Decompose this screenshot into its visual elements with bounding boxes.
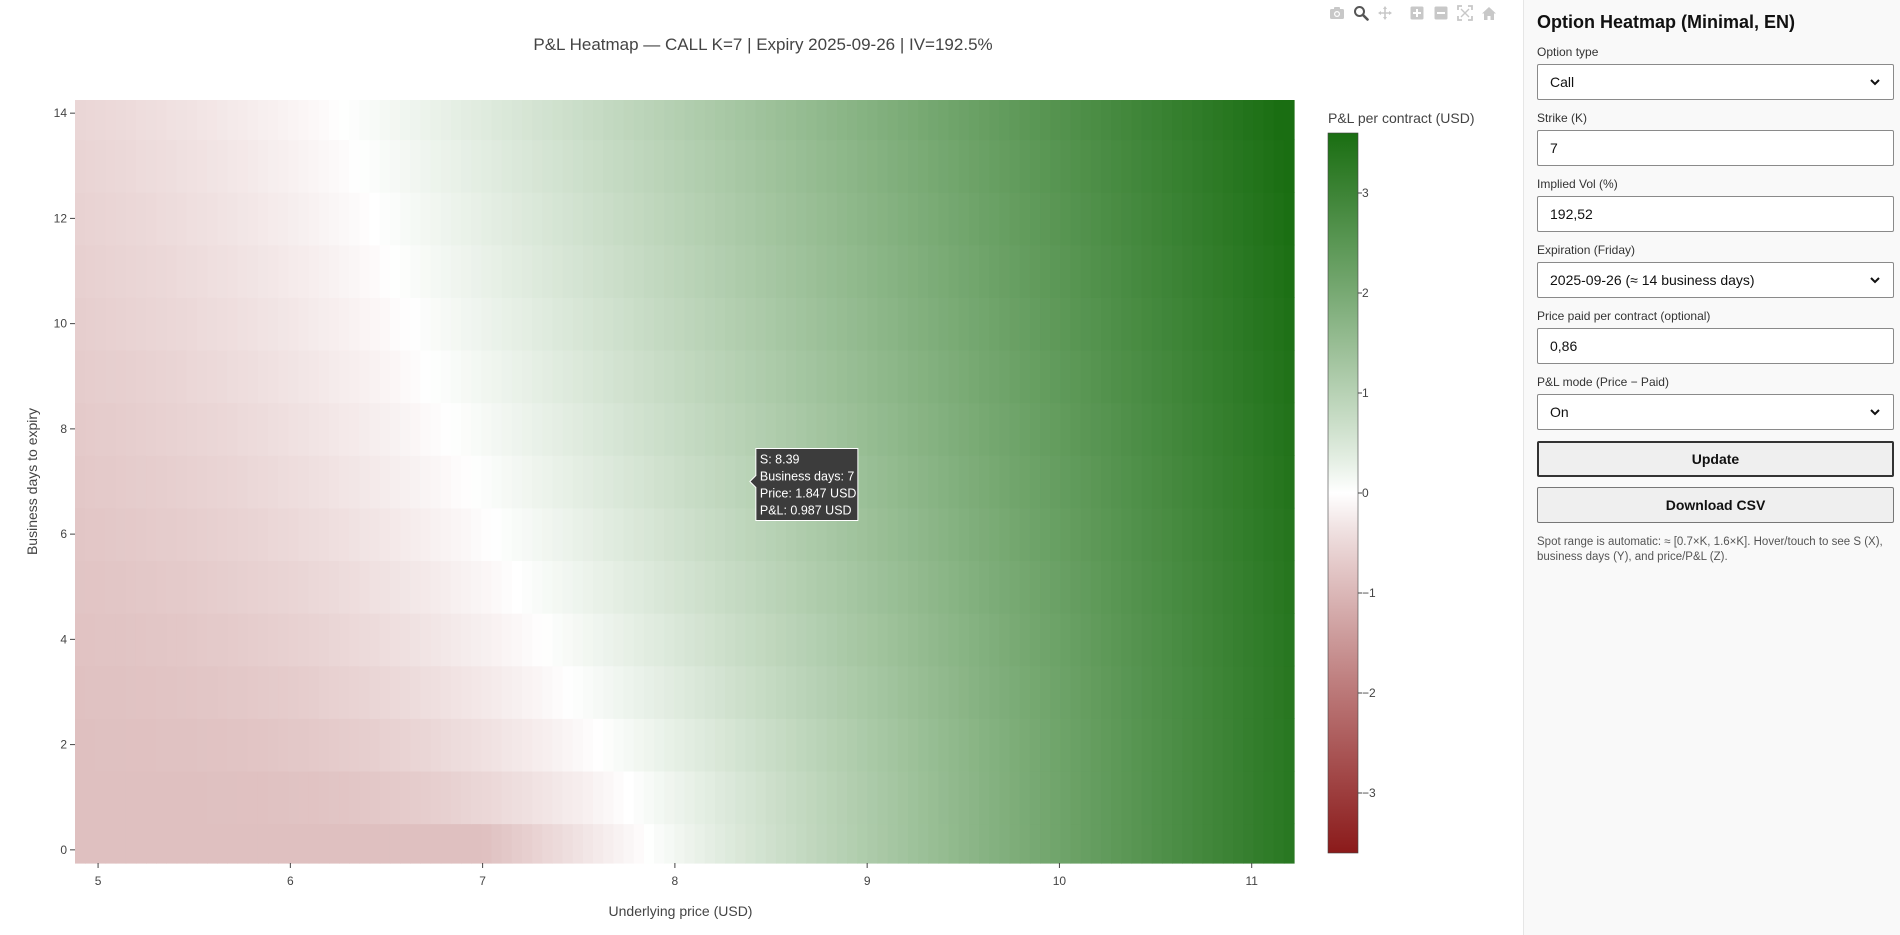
- chevron-down-icon: [1870, 79, 1880, 86]
- y-tick-label: 6: [60, 527, 67, 541]
- hover-line: Business days: 7: [760, 470, 855, 484]
- option-type-label: Option type: [1537, 45, 1599, 59]
- expiry-value: 2025-09-26 (≈ 14 business days): [1550, 272, 1755, 288]
- hover-line: S: 8.39: [760, 453, 800, 467]
- pnl-mode-select[interactable]: On: [1537, 394, 1894, 430]
- download-csv-button[interactable]: Download CSV: [1537, 487, 1894, 523]
- price-paid-label: Price paid per contract (optional): [1537, 309, 1711, 323]
- expiry-label: Expiration (Friday): [1537, 243, 1636, 257]
- pan-icon[interactable]: [1373, 3, 1397, 23]
- y-tick-label: 2: [60, 738, 67, 752]
- colorbar-tick-label: −1: [1362, 586, 1376, 600]
- y-tick-label: 12: [54, 211, 68, 225]
- help-note: Spot range is automatic: ≈ [0.7×K, 1.6×K…: [1537, 536, 1883, 563]
- hover-line: Price: 1.847 USD: [760, 487, 857, 501]
- colorbar-tick-label: −3: [1362, 786, 1376, 800]
- zoom-in-icon[interactable]: [1405, 3, 1429, 23]
- price-paid-input[interactable]: 0,86: [1537, 328, 1894, 364]
- reset-axes-icon[interactable]: [1477, 3, 1501, 23]
- heatmap-chart[interactable]: P&L Heatmap — CALL K=7 | Expiry 2025-09-…: [0, 0, 1523, 935]
- colorbar: [1327, 132, 1359, 854]
- zoom-icon[interactable]: [1349, 3, 1373, 23]
- camera-icon[interactable]: [1325, 3, 1349, 23]
- y-axis-title: Business days to expiry: [24, 408, 40, 555]
- chart-title: P&L Heatmap — CALL K=7 | Expiry 2025-09-…: [533, 35, 992, 54]
- hover-line: P&L: 0.987 USD: [760, 504, 852, 518]
- x-tick-label: 8: [672, 874, 679, 888]
- expiry-select[interactable]: 2025-09-26 (≈ 14 business days): [1537, 262, 1894, 298]
- option-type-field: Option type Call: [1537, 45, 1894, 100]
- x-tick-label: 9: [864, 874, 871, 888]
- strike-label: Strike (K): [1537, 111, 1588, 125]
- sidebar: Option Heatmap (Minimal, EN) Option type…: [1523, 0, 1900, 935]
- iv-input[interactable]: 192,52: [1537, 196, 1894, 232]
- colorbar-tick-label: 3: [1362, 186, 1369, 200]
- heatmap-cells: [75, 100, 1295, 864]
- colorbar-tick-label: 1: [1362, 386, 1369, 400]
- x-tick-label: 11: [1245, 874, 1258, 888]
- colorbar-tick-label: −2: [1362, 686, 1376, 700]
- y-tick-label: 8: [60, 422, 67, 436]
- autoscale-icon[interactable]: [1453, 3, 1477, 23]
- price-paid-value: 0,86: [1550, 338, 1578, 354]
- iv-label: Implied Vol (%): [1537, 177, 1618, 191]
- pnl-mode-value: On: [1550, 404, 1569, 420]
- chevron-down-icon: [1870, 277, 1880, 284]
- y-tick-label: 4: [60, 632, 67, 646]
- x-tick-label: 7: [479, 874, 486, 888]
- plot-area[interactable]: P&L Heatmap — CALL K=7 | Expiry 2025-09-…: [0, 0, 1523, 935]
- option-type-select[interactable]: Call: [1537, 64, 1894, 100]
- hover-label-box: [749, 448, 859, 521]
- x-tick-label: 5: [95, 874, 102, 888]
- sidebar-title: Option Heatmap (Minimal, EN): [1537, 12, 1796, 32]
- zoom-out-icon[interactable]: [1429, 3, 1453, 23]
- colorbar-tick-label: 0: [1362, 486, 1369, 500]
- x-axis-title: Underlying price (USD): [609, 903, 753, 919]
- expiry-field: Expiration (Friday) 2025-09-26 (≈ 14 bus…: [1537, 243, 1894, 298]
- strike-field: Strike (K) 7: [1537, 111, 1894, 166]
- modebar: [1325, 3, 1501, 23]
- pnl-mode-field: P&L mode (Price − Paid) On: [1537, 375, 1894, 430]
- price-paid-field: Price paid per contract (optional) 0,86: [1537, 309, 1894, 364]
- chevron-down-icon: [1870, 409, 1880, 416]
- strike-input[interactable]: 7: [1537, 130, 1894, 166]
- x-tick-label: 6: [287, 874, 294, 888]
- strike-value: 7: [1550, 140, 1558, 156]
- y-tick-label: 0: [60, 843, 67, 857]
- x-tick-label: 10: [1053, 874, 1067, 888]
- y-tick-label: 14: [54, 106, 68, 120]
- iv-field: Implied Vol (%) 192,52: [1537, 177, 1894, 232]
- iv-value: 192,52: [1550, 206, 1593, 222]
- pnl-mode-label: P&L mode (Price − Paid): [1537, 375, 1669, 389]
- y-tick-label: 10: [54, 317, 68, 331]
- colorbar-tick-label: 2: [1362, 286, 1369, 300]
- update-button[interactable]: Update: [1537, 441, 1894, 477]
- colorbar-title: P&L per contract (USD): [1328, 110, 1475, 126]
- option-type-value: Call: [1550, 74, 1575, 90]
